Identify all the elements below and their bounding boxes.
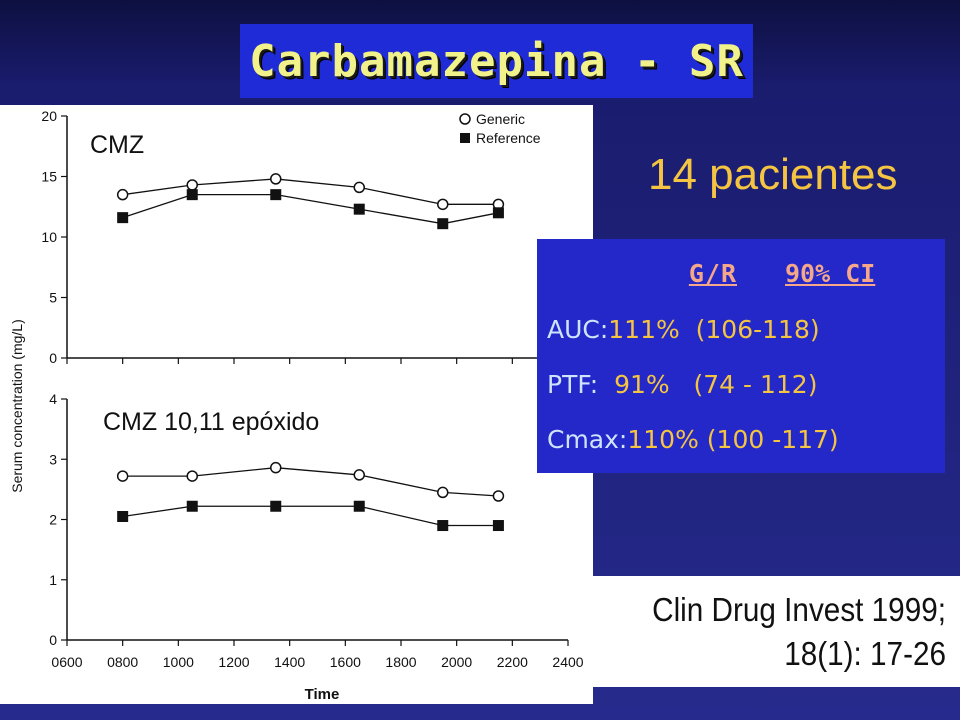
patients-count: 14 pacientes <box>648 150 898 199</box>
top-generic-point <box>116 188 129 201</box>
bottom-y-tick-label: 1 <box>49 572 57 588</box>
legend-generic-marker <box>459 113 471 125</box>
bottom-generic-point <box>492 490 505 502</box>
x-axis-label: Time <box>305 686 340 703</box>
bottom-chart-label: CMZ 10,11 epóxido <box>103 408 319 436</box>
bottom-reference-point <box>270 500 282 512</box>
top-reference-point <box>437 218 449 230</box>
top-reference-point <box>353 203 365 215</box>
top-reference-point <box>186 189 198 201</box>
bottom-generic-point <box>116 470 129 482</box>
x-tick-label: 1600 <box>330 654 361 670</box>
x-tick-label: 2400 <box>552 654 583 670</box>
top-generic-line <box>122 178 499 205</box>
legend-generic-label: Generic <box>476 111 525 127</box>
top-reference-point <box>270 189 282 201</box>
top-y-tick-label: 10 <box>41 229 57 245</box>
top-chart-axes: 0 5 10 15 20 <box>41 108 569 366</box>
legend: Generic Reference <box>459 111 541 146</box>
bottom-reference-point <box>492 520 504 532</box>
citation-box: Clin Drug Invest 1999; 18(1): 17-26 <box>590 576 960 687</box>
x-tick-label: 0600 <box>51 654 82 670</box>
x-tick-label: 2000 <box>441 654 472 670</box>
top-reference-point <box>117 212 129 224</box>
stats-header: G/R 90% CI <box>537 259 945 295</box>
stats-label: AUC: <box>547 315 609 344</box>
x-tick-label: 1000 <box>163 654 194 670</box>
bioequivalence-stats-box: G/R 90% CI AUC:111% (106-118) PTF: 91% (… <box>537 239 945 473</box>
bottom-y-tick-label: 3 <box>49 451 57 467</box>
title-banner: Carbamazepina - SR <box>240 24 753 98</box>
y-axis-label: Serum concentration (mg/L) <box>9 319 25 493</box>
x-tick-label: 1200 <box>218 654 249 670</box>
stats-value: 111% (106-118) <box>608 315 820 344</box>
stats-row-auc: AUC:111% (106-118) <box>547 315 820 351</box>
legend-reference-label: Reference <box>476 130 541 146</box>
bottom-y-tick-label: 4 <box>49 391 57 407</box>
bottom-generic-point <box>270 461 282 474</box>
bottom-y-tick-label: 0 <box>49 632 57 648</box>
citation-line-2: 18(1): 17-26 <box>784 635 946 672</box>
bottom-reference-point <box>353 500 365 512</box>
bottom-generic-point <box>186 470 198 482</box>
top-reference-line <box>122 194 499 225</box>
top-chart-label: CMZ <box>90 131 144 159</box>
bottom-reference-point <box>117 510 129 522</box>
x-tick-label: 1800 <box>385 654 416 670</box>
bottom-reference-line <box>122 505 499 527</box>
bottom-chart-axes: 0 1 2 3 4 0600 0800 1000 1200 1400 1600 1800 2000 220… <box>49 391 584 670</box>
top-y-tick-label: 15 <box>41 169 57 185</box>
bottom-generic-point <box>353 469 365 481</box>
stats-value: 91% (74 - 112) <box>598 370 818 399</box>
top-generic-point <box>270 173 282 185</box>
stats-label: Cmax: <box>547 425 628 454</box>
bottom-reference-point <box>437 520 449 532</box>
top-y-tick-label: 20 <box>41 108 57 124</box>
bottom-reference-point <box>186 500 198 512</box>
top-generic-point <box>437 198 449 211</box>
top-y-tick-label: 5 <box>49 290 57 306</box>
top-reference-point <box>492 207 504 219</box>
legend-reference-marker <box>460 133 470 143</box>
serum-concentration-chart: 0 5 10 15 20 0 1 2 3 4 0600 0800 1000 1200 1400 1600 18… <box>9 108 584 703</box>
top-y-tick-label: 0 <box>49 350 57 366</box>
bottom-generic-point <box>437 486 449 499</box>
stats-row-ptf: PTF: 91% (74 - 112) <box>547 370 817 406</box>
stats-row-cmax: Cmax:110% (100 -117) <box>547 425 839 461</box>
x-tick-label: 1400 <box>274 654 305 670</box>
x-tick-label: 2200 <box>497 654 528 670</box>
x-tick-label: 0800 <box>107 654 138 670</box>
ci-header: 90% CI <box>785 259 876 288</box>
citation-line-1: Clin Drug Invest 1999; <box>652 591 946 628</box>
top-generic-point <box>186 179 198 191</box>
top-generic-point <box>353 181 365 194</box>
stats-label: PTF: <box>547 370 599 399</box>
slide-title: Carbamazepina - SR <box>249 35 744 87</box>
stats-value: 110% (100 -117) <box>627 425 839 454</box>
ratio-header: G/R <box>688 259 737 288</box>
bottom-y-tick-label: 2 <box>49 512 57 528</box>
chart-panel: 0 5 10 15 20 0 1 2 3 4 0600 0800 1000 1200 1400 1600 18… <box>0 105 593 704</box>
bottom-generic-line <box>122 467 499 497</box>
